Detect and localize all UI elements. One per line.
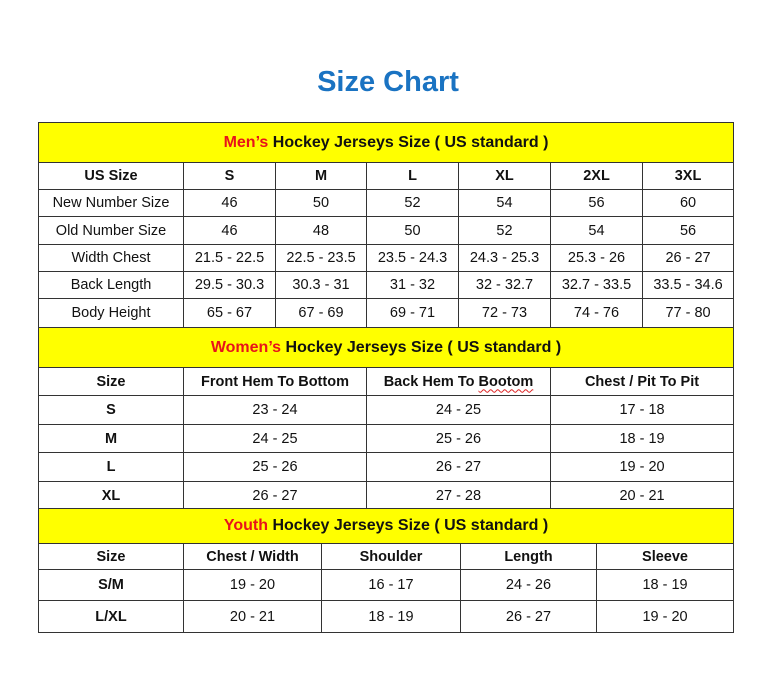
table-cell: 52 <box>458 216 551 245</box>
row-label: S/M <box>38 569 184 601</box>
table-cell: 27 - 28 <box>366 481 551 510</box>
row-label: L <box>38 452 184 482</box>
table-cell: 56 <box>550 189 643 217</box>
row-label: M <box>38 424 184 453</box>
table-cell: 32 - 32.7 <box>458 271 551 299</box>
table-cell: 50 <box>366 216 459 245</box>
table-cell: 74 - 76 <box>550 298 643 328</box>
table-row: Back Length 29.5 - 30.3 30.3 - 31 31 - 32 32… <box>38 271 735 299</box>
table-cell: 56 <box>641 216 735 245</box>
table-cell: 26 - 27 <box>183 481 367 510</box>
table-cell: 54 <box>550 216 643 245</box>
table-cell: 26 - 27 <box>366 452 551 482</box>
table-cell: 20 - 21 <box>549 481 735 510</box>
table-row: XL 26 - 27 27 - 28 20 - 21 <box>38 481 735 510</box>
table-row: Width Chest 21.5 - 22.5 22.5 - 23.5 23.5 - … <box>38 244 735 272</box>
table-cell: 23.5 - 24.3 <box>366 244 459 272</box>
table-cell: 24.3 - 25.3 <box>458 244 551 272</box>
column-header: S <box>183 162 276 190</box>
table-cell: 46 <box>183 189 276 217</box>
women-section-heading: Women’s Hockey Jerseys Size ( US standar… <box>37 327 735 368</box>
table-cell: 26 - 27 <box>641 244 735 272</box>
table-cell: 23 - 24 <box>183 395 367 425</box>
table-cell: 60 <box>641 189 735 217</box>
table-row: L/XL 20 - 21 18 - 19 26 - 27 19 - 20 <box>38 600 735 633</box>
table-cell: 29.5 - 30.3 <box>183 271 276 299</box>
table-cell: 17 - 18 <box>549 395 735 425</box>
column-header: L <box>366 162 459 190</box>
column-header: US Size <box>38 162 184 190</box>
table-cell: 26 - 27 <box>460 600 597 633</box>
table-cell: 32.7 - 33.5 <box>550 271 643 299</box>
table-cell: 52 <box>366 189 459 217</box>
table-cell: 67 - 69 <box>275 298 367 328</box>
column-header: Chest / Pit To Pit <box>549 367 735 396</box>
table-cell: 19 - 20 <box>549 452 735 482</box>
table-cell: 22.5 - 23.5 <box>275 244 367 272</box>
table-cell: 31 - 32 <box>366 271 459 299</box>
table-cell: 30.3 - 31 <box>275 271 367 299</box>
women-size-table: Women’s Hockey Jerseys Size ( US standar… <box>37 327 735 510</box>
table-row: S 23 - 24 24 - 25 17 - 18 <box>38 395 735 425</box>
column-header: M <box>275 162 367 190</box>
row-label: S <box>38 395 184 425</box>
table-row: New Number Size 46 50 52 54 56 60 <box>38 189 735 217</box>
table-cell: 25 - 26 <box>366 424 551 453</box>
table-cell: 18 - 19 <box>549 424 735 453</box>
column-header: Size <box>38 367 184 396</box>
row-label: L/XL <box>38 600 184 633</box>
youth-size-table: Youth Hockey Jerseys Size ( US standard … <box>37 508 735 633</box>
men-section-heading: Men’s Hockey Jerseys Size ( US standard … <box>37 122 735 163</box>
table-cell: 18 - 19 <box>595 569 735 601</box>
women-header-row: Size Front Hem To Bottom Back Hem To Boo… <box>38 367 735 396</box>
column-header: Length <box>460 543 597 570</box>
youth-section-heading: Youth Hockey Jerseys Size ( US standard … <box>37 508 735 544</box>
table-cell: 19 - 20 <box>183 569 322 601</box>
row-label: New Number Size <box>38 189 184 217</box>
table-cell: 33.5 - 34.6 <box>641 271 735 299</box>
table-cell: 54 <box>458 189 551 217</box>
row-label: Old Number Size <box>38 216 184 245</box>
table-row: L 25 - 26 26 - 27 19 - 20 <box>38 452 735 482</box>
row-label: Back Length <box>38 271 184 299</box>
page-title: Size Chart <box>317 66 459 98</box>
table-cell: 25.3 - 26 <box>550 244 643 272</box>
table-cell: 24 - 25 <box>366 395 551 425</box>
column-header: Chest / Width <box>183 543 322 570</box>
column-header: Shoulder <box>321 543 461 570</box>
men-header-row: US Size S M L XL 2XL 3XL <box>38 162 735 190</box>
table-cell: 46 <box>183 216 276 245</box>
table-cell: 20 - 21 <box>183 600 322 633</box>
column-header: Size <box>38 543 184 570</box>
table-cell: 21.5 - 22.5 <box>183 244 276 272</box>
table-cell: 72 - 73 <box>458 298 551 328</box>
table-cell: 24 - 25 <box>183 424 367 453</box>
youth-header-row: Size Chest / Width Shoulder Length Sleev… <box>38 543 735 570</box>
table-row: Old Number Size 46 48 50 52 54 56 <box>38 216 735 245</box>
column-header: Back Hem To Bootom <box>366 367 551 396</box>
column-header: Front Hem To Bottom <box>183 367 367 396</box>
table-row: S/M 19 - 20 16 - 17 24 - 26 18 - 19 <box>38 569 735 601</box>
row-label: Width Chest <box>38 244 184 272</box>
table-cell: 65 - 67 <box>183 298 276 328</box>
table-cell: 48 <box>275 216 367 245</box>
table-cell: 50 <box>275 189 367 217</box>
men-size-table: Men’s Hockey Jerseys Size ( US standard … <box>37 122 735 328</box>
row-label: Body Height <box>38 298 184 328</box>
row-label: XL <box>38 481 184 510</box>
table-cell: 18 - 19 <box>321 600 461 633</box>
column-header: Sleeve <box>595 543 735 570</box>
column-header: 2XL <box>550 162 643 190</box>
table-cell: 19 - 20 <box>595 600 735 633</box>
table-cell: 25 - 26 <box>183 452 367 482</box>
column-header: XL <box>458 162 551 190</box>
table-row: M 24 - 25 25 - 26 18 - 19 <box>38 424 735 453</box>
table-cell: 77 - 80 <box>641 298 735 328</box>
table-cell: 16 - 17 <box>321 569 461 601</box>
table-cell: 24 - 26 <box>460 569 597 601</box>
column-header: 3XL <box>641 162 735 190</box>
table-row: Body Height 65 - 67 67 - 69 69 - 71 72 - 73 7… <box>38 298 735 328</box>
table-cell: 69 - 71 <box>366 298 459 328</box>
